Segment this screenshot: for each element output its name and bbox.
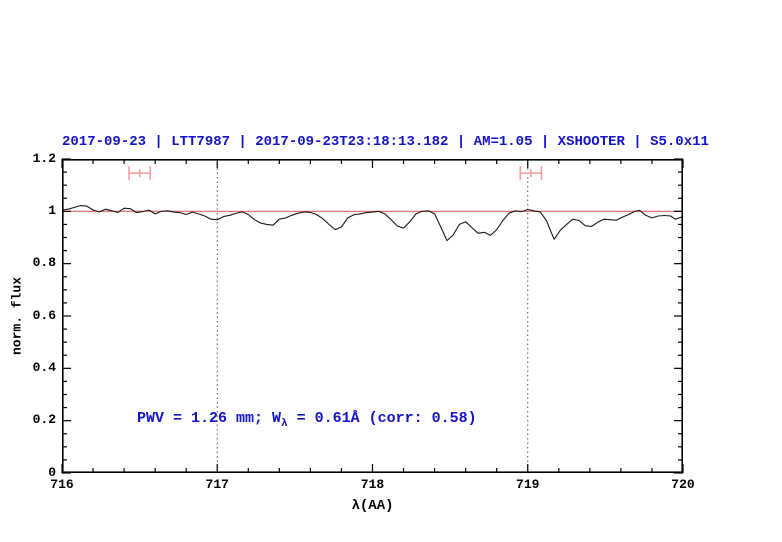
x-tick-label: 716 [50,477,74,492]
y-tick-label: 1.2 [32,150,56,166]
y-tick-label: 0.4 [32,359,56,375]
x-tick-label: 717 [205,477,229,492]
y-tick-label: 0.2 [32,412,56,428]
x-axis-label: λ(AA) [351,498,394,514]
x-tick-label: 718 [360,477,385,492]
pwv-annotation: PWV = 1.26 mm; Wλ = 0.61Å (corr: 0.58) [137,410,477,430]
plot-frame [62,159,684,473]
y-tick-label: 1 [48,202,56,218]
spectrum-line [61,205,684,242]
plot-area [61,158,684,474]
pwv-annotation-prefix: PWV = 1.26 mm; W [137,410,282,427]
x-tick-label: 720 [671,477,695,492]
x-tick-label: 719 [516,477,540,492]
pwv-annotation-subscript: λ [281,418,288,430]
y-tick-label: 0 [48,464,56,480]
y-tick-label: 0.8 [32,255,56,271]
y-tick-label: 0.6 [32,307,56,323]
spectrum-chart [61,158,684,474]
pwv-annotation-suffix: = 0.61Å (corr: 0.58) [287,410,477,427]
plot-title: 2017-09-23 | LTT7987 | 2017-09-23T23:18:… [62,134,709,150]
